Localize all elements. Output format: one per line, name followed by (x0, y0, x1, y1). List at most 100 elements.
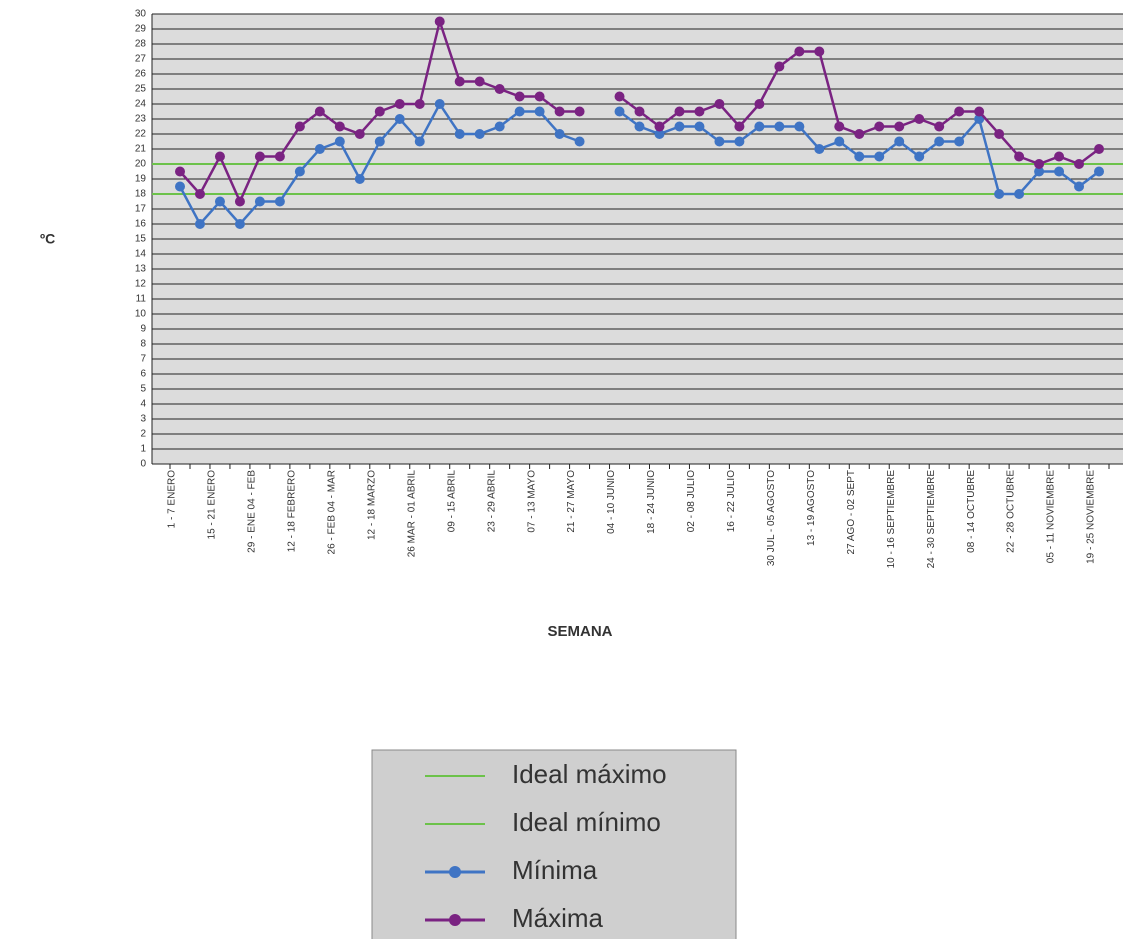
x-tick-label: 27 AGO - 02 SEPT (846, 470, 857, 554)
legend-label: Ideal máximo (512, 759, 667, 789)
data-point (774, 61, 785, 72)
data-point (394, 99, 405, 109)
data-point (1094, 166, 1105, 177)
x-tick-label: 12 - 18 FEBRERO (287, 470, 298, 552)
data-point (414, 136, 425, 147)
y-tick-label: 2 (140, 429, 146, 440)
x-tick-label: 13 - 19 AGOSTO (806, 470, 817, 546)
data-point (574, 136, 585, 147)
y-tick-label: 0 (140, 459, 146, 470)
data-point (1054, 151, 1065, 162)
data-point (1034, 159, 1045, 169)
x-tick-label: 16 - 22 JULIO (726, 470, 737, 532)
data-point (634, 106, 645, 117)
data-point (894, 121, 905, 132)
data-point (1054, 166, 1065, 177)
data-point (574, 106, 585, 117)
y-tick-label: 3 (140, 414, 146, 425)
y-tick-label: 16 (135, 219, 147, 230)
data-point (974, 114, 985, 124)
x-tick-label: 08 - 14 OCTUBRE (966, 470, 977, 553)
y-tick-label: 11 (136, 294, 147, 305)
y-tick-label: 5 (140, 384, 146, 395)
y-tick-label: 6 (140, 369, 146, 380)
data-point (514, 91, 525, 102)
data-point (994, 189, 1005, 199)
legend-label: Mínima (512, 855, 598, 885)
y-tick-label: 8 (140, 339, 146, 350)
x-tick-label: 02 - 08 JULIO (686, 470, 697, 532)
y-tick-label: 29 (135, 24, 147, 35)
data-point (534, 91, 545, 102)
x-tick-label: 19 - 25 NOVIEMBRE (1086, 470, 1097, 564)
data-point (534, 106, 545, 117)
y-tick-label: 30 (135, 9, 147, 20)
data-point (1074, 181, 1085, 192)
y-axis-title: ºC (40, 231, 55, 247)
data-point (254, 196, 265, 207)
data-point (854, 129, 865, 139)
y-tick-label: 14 (135, 249, 147, 260)
data-point (854, 151, 865, 162)
y-tick-label: 9 (140, 324, 146, 335)
data-point (674, 106, 685, 117)
data-point (354, 129, 365, 139)
y-tick-label: 25 (135, 84, 147, 95)
data-point (474, 129, 485, 139)
y-tick-label: 7 (140, 354, 146, 365)
data-point (274, 196, 285, 207)
x-tick-label: 1 - 7 ENERO (167, 470, 178, 529)
data-point (914, 114, 925, 124)
data-point (334, 121, 345, 132)
data-point (634, 121, 645, 132)
data-point (434, 99, 445, 109)
y-tick-label: 23 (135, 114, 147, 125)
data-point (314, 144, 325, 154)
data-point (714, 99, 725, 109)
data-point (694, 106, 705, 117)
data-point (714, 136, 725, 147)
data-point (554, 129, 565, 139)
data-point (754, 121, 765, 132)
y-tick-label: 22 (135, 129, 147, 140)
y-tick-label: 15 (135, 234, 147, 245)
x-tick-label: 15 - 21 ENERO (207, 470, 218, 540)
x-tick-label: 22 - 28 OCTUBRE (1006, 470, 1017, 553)
x-tick-label: 09 - 15 ABRIL (446, 470, 457, 533)
data-point (694, 121, 705, 132)
data-point (794, 121, 805, 132)
data-point (214, 151, 225, 162)
data-point (734, 136, 745, 147)
data-point (334, 136, 345, 147)
data-point (374, 136, 385, 147)
y-tick-label: 18 (135, 189, 147, 200)
y-tick-label: 12 (135, 279, 147, 290)
data-point (374, 106, 385, 117)
y-tick-label: 20 (135, 159, 147, 170)
data-point (1074, 159, 1085, 169)
data-point (514, 106, 525, 117)
data-point (234, 196, 245, 207)
data-point (1034, 166, 1045, 177)
data-point (234, 219, 245, 229)
x-tick-label: 29 - ENE 04 - FEB (247, 470, 258, 553)
data-point (474, 76, 485, 87)
data-point (494, 84, 505, 94)
data-point (454, 76, 465, 87)
y-tick-label: 21 (135, 144, 147, 155)
data-point (274, 151, 285, 162)
x-tick-label: 18 - 24 JUNIO (646, 470, 657, 534)
y-tick-label: 27 (135, 54, 147, 65)
legend-label: Máxima (512, 903, 604, 933)
data-point (614, 106, 625, 117)
x-axis-title: SEMANA (547, 623, 612, 640)
y-tick-label: 10 (135, 309, 147, 320)
data-point (934, 121, 945, 132)
x-tick-label: 26 MAR - 01 ABRIL (406, 470, 417, 558)
data-point (734, 121, 745, 132)
data-point (434, 16, 445, 27)
data-point (834, 121, 845, 132)
x-tick-label: 24 - 30 SEPTIEMBRE (926, 470, 937, 569)
data-point (1014, 189, 1025, 199)
